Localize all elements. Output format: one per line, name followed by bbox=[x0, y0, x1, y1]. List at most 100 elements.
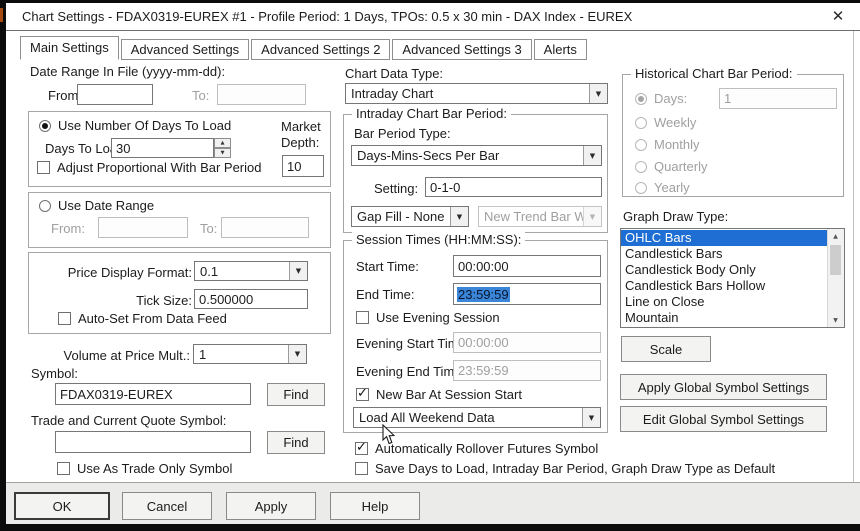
scroll-up-icon[interactable]: ▲ bbox=[833, 232, 838, 240]
use-as-trade-only-row[interactable]: Use As Trade Only Symbol bbox=[57, 461, 232, 476]
rollover-checkbox[interactable] bbox=[355, 440, 368, 455]
scroll-down-icon[interactable]: ▼ bbox=[833, 316, 838, 324]
bar-period-type-value: Days-Mins-Secs Per Bar bbox=[357, 148, 500, 163]
use-date-range-radio[interactable] bbox=[39, 199, 51, 212]
window-border-bottom bbox=[0, 524, 860, 531]
historical-days-label: Days: bbox=[654, 91, 688, 106]
ok-button[interactable]: OK bbox=[14, 492, 110, 520]
use-evening-session-checkbox[interactable] bbox=[356, 311, 369, 324]
use-number-of-days-radio[interactable] bbox=[39, 119, 51, 132]
volume-mult-select[interactable]: 1 ▼ bbox=[193, 344, 307, 364]
evening-start-input bbox=[453, 332, 601, 353]
use-evening-session-row[interactable]: Use Evening Session bbox=[356, 310, 500, 325]
trade-symbol-label: Trade and Current Quote Symbol: bbox=[31, 413, 227, 428]
graph-draw-type-listbox[interactable]: OHLC Bars Candlestick Bars Candlestick B… bbox=[620, 228, 845, 328]
bar-period-type-select[interactable]: Days-Mins-Secs Per Bar ▼ bbox=[351, 145, 602, 166]
chevron-down-icon[interactable]: ▼ bbox=[289, 262, 307, 280]
chevron-down-icon[interactable]: ▼ bbox=[583, 146, 601, 165]
setting-input[interactable] bbox=[425, 177, 602, 197]
adjust-proportional-row[interactable]: Adjust Proportional With Bar Period bbox=[37, 160, 261, 175]
historical-yearly-radio bbox=[635, 181, 647, 194]
use-date-range-group: Use Date Range From: To: bbox=[28, 192, 331, 248]
symbol-find-button[interactable]: Find bbox=[267, 383, 325, 406]
new-bar-at-session-start-checkbox[interactable] bbox=[356, 386, 369, 401]
new-bar-at-session-start-row[interactable]: New Bar At Session Start bbox=[356, 386, 522, 402]
tab-main-settings[interactable]: Main Settings bbox=[20, 36, 119, 60]
chevron-down-icon[interactable]: ▼ bbox=[589, 84, 607, 103]
file-from-input[interactable] bbox=[77, 84, 153, 105]
adjust-proportional-checkbox[interactable] bbox=[37, 161, 50, 174]
graph-draw-type-items: OHLC Bars Candlestick Bars Candlestick B… bbox=[621, 230, 828, 326]
volume-mult-value: 1 bbox=[199, 346, 207, 362]
listbox-scrollbar[interactable]: ▲ ▼ bbox=[827, 229, 844, 327]
list-item[interactable]: Line on Close bbox=[625, 294, 705, 309]
apply-button[interactable]: Apply bbox=[226, 492, 316, 520]
end-time-input[interactable]: 23:59:59 bbox=[453, 283, 601, 305]
evening-end-input bbox=[453, 360, 601, 381]
list-item[interactable]: Mountain bbox=[625, 310, 679, 325]
chevron-down-icon[interactable]: ▼ bbox=[450, 207, 468, 226]
chevron-down-icon: ▼ bbox=[583, 207, 601, 226]
use-evening-session-label: Use Evening Session bbox=[376, 310, 500, 325]
historical-days-input bbox=[719, 88, 837, 109]
help-button[interactable]: Help bbox=[330, 492, 420, 520]
use-number-of-days-row[interactable]: Use Number Of Days To Load bbox=[39, 118, 231, 133]
chevron-down-icon[interactable]: ▼ bbox=[582, 408, 600, 427]
end-time-label: End Time: bbox=[356, 287, 415, 302]
edit-global-symbol-settings-button[interactable]: Edit Global Symbol Settings bbox=[620, 406, 827, 432]
use-date-range-row[interactable]: Use Date Range bbox=[39, 198, 154, 213]
price-display-format-select[interactable]: 0.1 ▼ bbox=[194, 261, 308, 281]
range-to-label: To: bbox=[200, 221, 218, 236]
tab-strip: Main Settings Advanced Settings Advanced… bbox=[20, 36, 589, 60]
new-bar-at-session-start-label: New Bar At Session Start bbox=[376, 387, 522, 402]
rollover-row[interactable]: Automatically Rollover Futures Symbol bbox=[355, 440, 598, 456]
tab-advanced-settings-3[interactable]: Advanced Settings 3 bbox=[392, 39, 532, 60]
use-as-trade-only-checkbox[interactable] bbox=[57, 462, 70, 475]
chart-data-type-label: Chart Data Type: bbox=[345, 66, 444, 81]
list-item[interactable]: Candlestick Body Only bbox=[625, 262, 756, 277]
chevron-down-icon[interactable]: ▼ bbox=[288, 345, 306, 363]
adjust-proportional-label: Adjust Proportional With Bar Period bbox=[57, 160, 262, 175]
price-display-format-label: Price Display Format: bbox=[67, 265, 192, 280]
symbol-input[interactable] bbox=[55, 383, 251, 405]
days-to-load-stepper[interactable]: ▲ ▼ bbox=[214, 138, 231, 158]
market-depth-input[interactable] bbox=[282, 155, 324, 177]
trade-find-button[interactable]: Find bbox=[267, 431, 325, 454]
tab-advanced-settings[interactable]: Advanced Settings bbox=[120, 39, 250, 60]
list-item[interactable]: Candlestick Bars bbox=[625, 246, 723, 261]
close-icon[interactable]: ✕ bbox=[831, 7, 845, 25]
start-time-input[interactable] bbox=[453, 255, 601, 277]
autoset-row[interactable]: Auto-Set From Data Feed bbox=[58, 311, 227, 326]
save-defaults-row[interactable]: Save Days to Load, Intraday Bar Period, … bbox=[355, 461, 775, 476]
stepper-up-icon[interactable]: ▲ bbox=[214, 138, 231, 148]
historical-yearly-label: Yearly bbox=[654, 180, 690, 195]
days-to-load-input[interactable] bbox=[111, 138, 214, 158]
intraday-bar-period-legend: Intraday Chart Bar Period: bbox=[352, 106, 512, 121]
title-bar: Chart Settings - FDAX0319-EUREX #1 - Pro… bbox=[6, 3, 860, 31]
window-border-top bbox=[0, 0, 860, 3]
save-defaults-checkbox[interactable] bbox=[355, 462, 368, 475]
weekend-data-select[interactable]: Load All Weekend Data ▼ bbox=[353, 407, 601, 428]
gap-fill-select[interactable]: Gap Fill - None ▼ bbox=[351, 206, 469, 227]
end-time-selected-text: 23:59:59 bbox=[457, 286, 510, 302]
volume-mult-label: Volume at Price Mult.: bbox=[63, 348, 190, 363]
background-chart-sliver bbox=[0, 8, 3, 22]
chart-data-type-select[interactable]: Intraday Chart ▼ bbox=[345, 83, 608, 104]
scale-button[interactable]: Scale bbox=[621, 336, 711, 362]
tick-size-input[interactable] bbox=[194, 289, 308, 309]
historical-weekly-radio bbox=[635, 116, 647, 129]
scrollbar-thumb[interactable] bbox=[830, 245, 841, 275]
tab-advanced-settings-2[interactable]: Advanced Settings 2 bbox=[251, 39, 391, 60]
list-item[interactable]: OHLC Bars bbox=[621, 230, 828, 246]
stepper-down-icon[interactable]: ▼ bbox=[214, 148, 231, 158]
cancel-button[interactable]: Cancel bbox=[122, 492, 212, 520]
trade-symbol-input[interactable] bbox=[55, 431, 251, 453]
list-item[interactable]: Candlestick Bars Hollow bbox=[625, 278, 766, 293]
gap-fill-value: Gap Fill - None bbox=[357, 209, 445, 224]
apply-global-symbol-settings-button[interactable]: Apply Global Symbol Settings bbox=[620, 374, 827, 400]
evening-end-label: Evening End Time: bbox=[356, 364, 466, 379]
historical-days-radio bbox=[635, 92, 647, 105]
tab-alerts[interactable]: Alerts bbox=[533, 39, 587, 60]
evening-start-label: Evening Start Time: bbox=[356, 336, 470, 351]
autoset-checkbox[interactable] bbox=[58, 312, 71, 325]
